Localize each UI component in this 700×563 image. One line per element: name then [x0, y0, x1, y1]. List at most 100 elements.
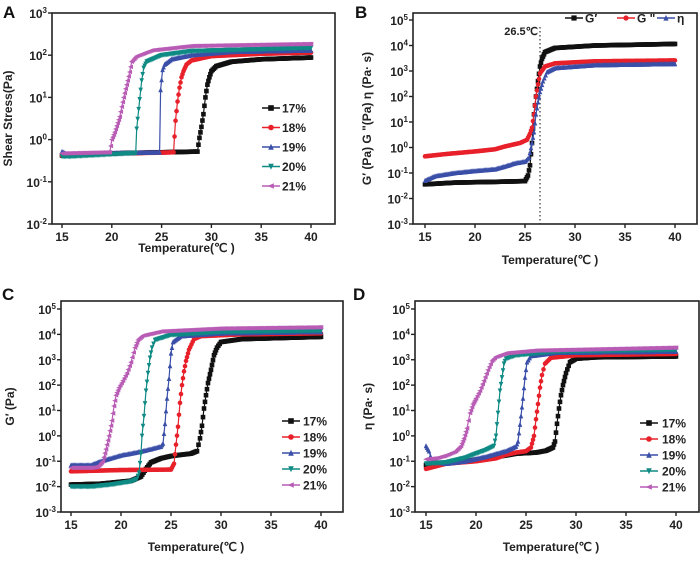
data-point — [308, 55, 314, 60]
data-point — [535, 99, 541, 105]
data-point — [127, 64, 134, 70]
data-point — [210, 357, 216, 363]
data-point — [109, 134, 116, 140]
data-point — [288, 434, 294, 440]
data-point — [198, 429, 204, 435]
data-point — [151, 341, 156, 347]
data-point — [195, 149, 200, 154]
y-tick-label: 102 — [38, 378, 56, 393]
plot-frame — [414, 300, 700, 513]
series-g — [422, 41, 678, 187]
data-point — [536, 76, 542, 82]
data-point — [198, 130, 203, 135]
data-point — [520, 395, 526, 401]
data-point — [495, 410, 501, 416]
data-point — [528, 145, 534, 151]
data-point — [500, 368, 506, 374]
legend-item: 19% — [262, 141, 306, 155]
data-point — [113, 123, 120, 129]
data-point — [527, 163, 533, 168]
x-axis-label: Temperature(℃ ) — [148, 540, 245, 554]
data-point — [523, 367, 529, 373]
data-point — [138, 87, 143, 93]
data-point — [137, 460, 143, 467]
data-point — [175, 99, 180, 104]
legend-item: 21% — [640, 481, 686, 495]
data-point — [203, 392, 209, 398]
series-20 — [68, 328, 324, 490]
panel-a: A 15 20 25 30 35 40 10-2 10-1 100 101 102 103 Tempera… — [1, 3, 336, 255]
data-point — [143, 388, 149, 394]
data-point — [534, 105, 540, 111]
x-tick-label: 25 — [518, 230, 532, 244]
data-point — [116, 385, 122, 390]
data-point — [184, 354, 190, 360]
data-point — [181, 369, 187, 374]
data-point — [164, 395, 170, 401]
y-tick-label: 100 — [29, 133, 47, 148]
data-point — [121, 375, 127, 381]
data-point — [543, 72, 548, 78]
x-tick-label: 35 — [255, 230, 269, 244]
data-point — [169, 344, 175, 350]
panel-letter: A — [3, 3, 15, 22]
y-tick-label: 10-2 — [390, 480, 411, 495]
data-point — [148, 350, 154, 356]
data-point — [563, 370, 569, 376]
data-point — [536, 94, 542, 100]
data-point — [160, 67, 165, 73]
x-tick-label: 15 — [64, 518, 78, 532]
data-point — [483, 371, 489, 376]
data-point — [268, 143, 274, 150]
data-point — [538, 85, 544, 91]
data-point — [474, 393, 480, 399]
data-point — [136, 470, 142, 476]
data-point — [144, 379, 150, 385]
data-point — [518, 413, 524, 419]
data-point — [204, 386, 210, 392]
data-point — [555, 413, 561, 419]
legend-item: 19% — [282, 447, 327, 461]
data-point — [163, 408, 169, 414]
data-point — [646, 420, 652, 426]
data-point — [205, 82, 210, 87]
y-tick-label: 101 — [38, 404, 56, 419]
data-point — [103, 446, 109, 452]
x-tick-label: 20 — [114, 518, 128, 532]
y-tick-label: 103 — [390, 64, 408, 79]
y-tick-label: 10-2 — [36, 480, 57, 495]
x-tick-label: 35 — [264, 518, 278, 532]
data-point — [104, 442, 110, 448]
data-point — [206, 376, 212, 381]
legend-item: 18% — [282, 431, 327, 445]
data-point — [196, 442, 201, 448]
panel-c: C 15 20 25 30 35 40 10-3 10-2 10-1 100 101 102 103 104… — [2, 285, 344, 554]
data-point — [487, 361, 493, 367]
x-tick-label: 20 — [105, 230, 119, 244]
data-point — [194, 448, 200, 454]
x-tick-label: 40 — [304, 230, 318, 244]
legend-item: 21% — [262, 180, 306, 194]
legend-item: 20% — [262, 160, 306, 174]
data-point — [559, 387, 565, 393]
data-point — [158, 87, 163, 93]
legend-item: 17% — [262, 102, 306, 116]
data-point — [646, 468, 652, 475]
data-point — [167, 363, 173, 369]
series-eta — [422, 61, 678, 183]
data-point — [134, 340, 140, 345]
data-point — [468, 407, 474, 413]
legend-item: η — [657, 12, 684, 26]
data-point — [183, 358, 189, 364]
data-point — [528, 445, 534, 450]
data-point — [172, 134, 177, 139]
data-point — [492, 438, 498, 444]
data-point — [663, 14, 669, 21]
series-21 — [423, 345, 679, 462]
legend-label: 21% — [282, 180, 306, 194]
data-point — [562, 374, 568, 380]
data-point — [553, 430, 559, 435]
data-point — [202, 103, 207, 109]
data-point — [540, 78, 546, 84]
x-tick-label: 40 — [668, 230, 682, 244]
